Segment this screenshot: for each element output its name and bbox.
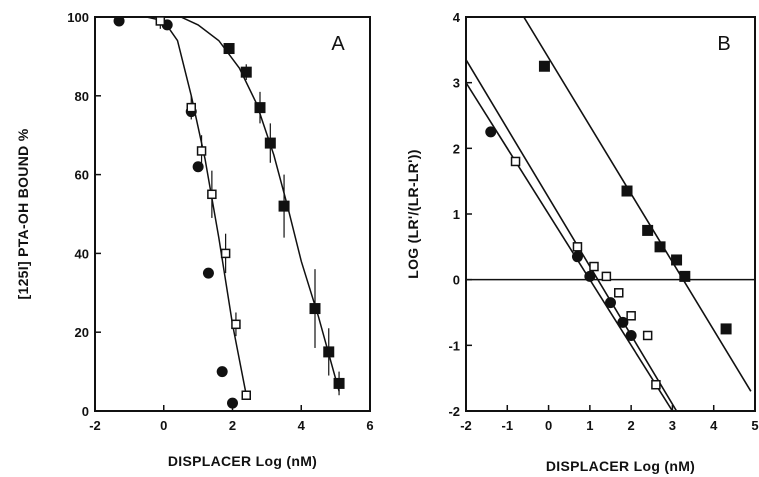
data-point-filled-square: [642, 224, 654, 236]
y-axis-title: LOG (LR'/(LR-LR')): [405, 149, 421, 278]
y-tick-label: 20: [75, 325, 89, 340]
data-point-circle: [202, 267, 214, 279]
data-point-circle: [605, 297, 616, 309]
x-tick-label: -2: [460, 418, 472, 433]
panel-label: A: [331, 33, 345, 55]
y-tick-label: 40: [75, 246, 89, 261]
data-point-open-square: [572, 242, 583, 252]
fit-line: [466, 82, 674, 411]
x-tick-label: 4: [298, 418, 306, 433]
data-point-circle: [192, 161, 204, 173]
x-tick-label: 4: [710, 418, 718, 433]
data-point-open-square: [231, 319, 241, 330]
data-point-filled-square: [671, 254, 683, 266]
data-point-open-square: [207, 189, 217, 200]
x-tick-label: 6: [366, 418, 373, 433]
data-point-circle: [625, 329, 637, 341]
plot-frame: [465, 16, 756, 412]
x-tick-label: 2: [628, 418, 635, 433]
data-point-open-square: [510, 156, 521, 167]
data-point-open-square: [241, 390, 251, 400]
data-point-circle: [584, 270, 596, 282]
y-tick-label: 0: [82, 404, 89, 419]
data-point-filled-square: [679, 270, 691, 282]
fit-curve: [146, 17, 248, 396]
x-tick-label: 3: [669, 418, 676, 433]
data-point-open-square: [614, 288, 624, 298]
x-tick-label: 1: [586, 418, 593, 433]
data-point-circle: [216, 366, 228, 378]
plot-area: [113, 17, 345, 409]
data-point-filled-square: [323, 346, 335, 358]
y-tick-label: 0: [453, 273, 460, 288]
data-point-circle: [571, 251, 583, 263]
data-point-filled-square: [254, 102, 266, 114]
x-tick-label: 0: [160, 418, 167, 433]
data-point-open-square: [155, 17, 166, 26]
y-tick-label: 100: [67, 10, 89, 25]
y-tick-label: -2: [448, 404, 460, 419]
data-point-open-square: [220, 248, 231, 259]
data-point-open-square: [186, 102, 196, 113]
x-tick-label: 0: [545, 418, 552, 433]
data-point-filled-square: [278, 200, 290, 212]
y-tick-label: 60: [75, 168, 89, 183]
fit-curve: [180, 17, 340, 392]
data-point-filled-square: [240, 66, 252, 78]
x-axis-title: DISPLACER Log (nM): [546, 458, 695, 474]
y-tick-label: 80: [75, 89, 89, 104]
data-point-filled-square: [654, 241, 666, 253]
data-point-circle: [617, 316, 629, 328]
data-point-open-square: [642, 330, 653, 341]
y-axis-title: [125I] PTA-OH BOUND %: [15, 128, 31, 299]
y-tick-label: -1: [448, 338, 460, 353]
x-tick-label: -2: [89, 418, 101, 433]
x-tick-label: 2: [229, 418, 236, 433]
data-point-circle: [227, 397, 238, 409]
chart-panel-b: -2 -1 0 1 2 3 4 5 -2 -1 0 1 2 3 4 DISPLACER Log (nM) LOG…: [405, 10, 759, 474]
data-point-open-square: [601, 271, 612, 282]
data-point-filled-square: [720, 323, 732, 335]
plot-area: [466, 17, 752, 411]
data-point-filled-square: [309, 303, 321, 315]
data-point-open-square: [651, 379, 661, 390]
data-point-filled-square: [333, 377, 345, 389]
data-point-filled-square: [621, 185, 633, 197]
data-point-circle: [113, 17, 125, 27]
x-tick-label: -1: [502, 418, 514, 433]
data-point-open-square: [626, 311, 636, 321]
x-axis-title: DISPLACER Log (nM): [168, 453, 317, 469]
data-point-filled-square: [264, 137, 276, 149]
y-tick-label: 3: [453, 76, 460, 91]
y-tick-label: 4: [453, 10, 461, 25]
data-point-open-square: [196, 146, 207, 156]
x-tick-label: 5: [751, 418, 758, 433]
data-point-open-square: [589, 261, 599, 272]
fit-line: [523, 17, 752, 392]
y-tick-label: 2: [453, 141, 460, 156]
data-point-filled-square: [538, 60, 550, 72]
panel-label: B: [717, 33, 730, 55]
data-point-circle: [485, 126, 497, 138]
fit-line: [466, 59, 678, 411]
data-point-filled-square: [223, 43, 235, 55]
y-tick-label: 1: [453, 207, 460, 222]
